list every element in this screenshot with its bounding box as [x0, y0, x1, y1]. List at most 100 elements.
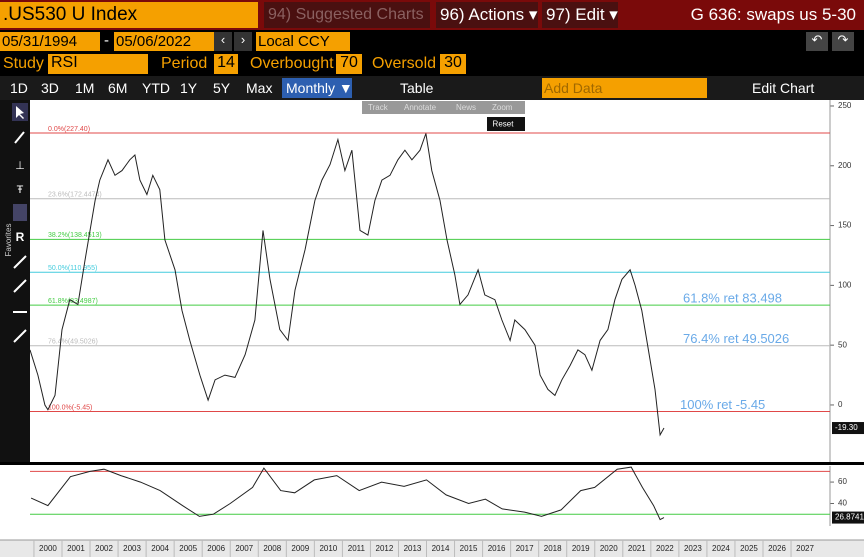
overbought-label: Overbought — [250, 55, 334, 72]
series-line — [30, 466, 665, 521]
period-button[interactable]: 1Y — [180, 80, 198, 96]
text-tool[interactable]: R — [16, 230, 25, 244]
y-tick-label: 50 — [838, 340, 847, 349]
last-value-box — [832, 422, 864, 435]
x-tick-label: 2016 — [488, 544, 506, 553]
fib-label: 23.6%(172.4474) — [48, 192, 102, 199]
suggested-charts[interactable]: 94) Suggested Charts — [264, 2, 430, 28]
x-tick-label: 2007 — [235, 544, 253, 553]
x-tick-label: 2025 — [740, 544, 758, 553]
redo[interactable]: ↷ — [832, 32, 854, 51]
period-button[interactable]: 1D — [10, 80, 28, 96]
undo[interactable]: ↶ — [806, 32, 828, 51]
study-bar: Study RSI Period 14 Overbought 70 Overso… — [0, 52, 864, 76]
x-tick-label: 2026 — [768, 544, 786, 553]
last-value-box — [832, 511, 864, 524]
y-tick-label: 150 — [838, 221, 852, 230]
x-tick-label: 2012 — [376, 544, 394, 553]
annotation: 76.4% ret 49.5026 — [683, 331, 789, 346]
fib-label: 76.4%(49.5026) — [48, 339, 98, 346]
fib-label: 38.2%(138.4513) — [48, 232, 102, 239]
period-button[interactable]: Max — [246, 80, 273, 96]
line-tool[interactable] — [14, 131, 25, 144]
fib-label: 50.0%(110.955) — [48, 265, 97, 272]
edit-chart[interactable]: Edit Chart — [752, 80, 815, 96]
x-tick-label: 2009 — [291, 544, 309, 553]
x-tick-label: 2011 — [348, 544, 366, 553]
y-tick-label: 40 — [838, 499, 847, 508]
annotation: 61.8% ret 83.498 — [683, 291, 782, 306]
chart-tool[interactable]: Zoom — [492, 103, 513, 112]
period-button[interactable]: 5Y — [213, 80, 231, 96]
series-line — [30, 133, 665, 437]
fib-tool-3[interactable] — [13, 204, 27, 221]
period-button[interactable]: YTD — [142, 80, 170, 96]
x-tick-label: 2019 — [572, 544, 590, 553]
y-tick-label: 60 — [838, 477, 847, 486]
last-value-label: 26.8741 — [835, 513, 864, 522]
x-tick-label: 2020 — [600, 544, 618, 553]
x-tick-label: 2021 — [628, 544, 646, 553]
fib-label: 100.0%(-5.45) — [48, 404, 92, 411]
x-tick-label: 2001 — [67, 544, 85, 553]
chart-bg — [0, 100, 864, 557]
overbought-value[interactable]: 70 — [336, 54, 362, 74]
y-tick-label: 100 — [838, 280, 852, 289]
fib-tool[interactable]: ⊥ — [15, 160, 25, 172]
next-button[interactable]: › — [234, 32, 252, 51]
x-tick-label: 2014 — [432, 544, 450, 553]
draw-tools[interactable] — [13, 255, 27, 343]
x-tick-label: 2005 — [179, 544, 197, 553]
x-axis-bg — [0, 540, 864, 557]
actions-menu[interactable]: 96) Actions ▾ — [436, 2, 538, 28]
y-tick-label: 250 — [838, 101, 852, 110]
end-date[interactable]: 05/06/2022 — [114, 32, 214, 51]
x-tick-label: 2024 — [712, 544, 730, 553]
period-value[interactable]: 14 — [214, 54, 238, 74]
x-tick-label: 2002 — [95, 544, 113, 553]
currency[interactable]: Local CCY — [256, 32, 350, 51]
period-button[interactable]: 1M — [75, 80, 95, 96]
edit-menu[interactable]: 97) Edit ▾ — [542, 2, 618, 28]
period-button[interactable]: 6M — [108, 80, 128, 96]
oversold-value[interactable]: 30 — [440, 54, 466, 74]
period-button[interactable]: 3D — [41, 80, 59, 96]
y-tick-label: 200 — [838, 161, 852, 170]
study-name[interactable]: RSI — [48, 54, 148, 74]
pointer-icon — [16, 106, 24, 119]
ticker[interactable]: .US530 U Index — [0, 2, 258, 28]
x-tick-label: 2017 — [516, 544, 534, 553]
x-tick-label: 2004 — [151, 544, 169, 553]
x-tick-label: 2027 — [796, 544, 814, 553]
chart-tool[interactable]: Annotate — [404, 103, 437, 112]
x-tick-label: 2023 — [684, 544, 702, 553]
add-data[interactable]: Add Data — [542, 78, 707, 98]
table-button[interactable]: Table — [400, 80, 434, 96]
sidebar-label: Favorites — [4, 224, 13, 257]
prev-button[interactable]: ‹ — [214, 32, 232, 51]
period-label: Period — [161, 55, 208, 72]
start-date[interactable]: 05/31/1994 — [0, 32, 100, 51]
x-tick-label: 2000 — [39, 544, 57, 553]
x-tick-label: 2006 — [207, 544, 225, 553]
fib-tool-2[interactable]: Ŧ — [17, 184, 24, 196]
annotation: 100% ret -5.45 — [680, 397, 765, 412]
title-bar: .US530 U Index 94) Suggested Charts 96) … — [0, 0, 864, 30]
range-bar: 05/31/1994 - 05/06/2022 ‹ › Local CCY ↶ … — [0, 30, 864, 52]
x-tick-label: 2015 — [460, 544, 478, 553]
fib-label: 0.0%(227.40) — [48, 126, 90, 133]
reset-label[interactable]: Reset — [493, 120, 515, 129]
function-title: G 636: swaps us 5-30 — [690, 5, 856, 24]
x-tick-label: 2013 — [404, 544, 422, 553]
study-label: Study — [3, 55, 44, 72]
last-value-label: -19.30 — [835, 423, 858, 432]
x-tick-label: 2018 — [544, 544, 562, 553]
chart-tool[interactable]: Track — [368, 103, 389, 112]
chart-tool[interactable]: News — [456, 103, 476, 112]
x-tick-label: 2003 — [123, 544, 141, 553]
frequency[interactable]: Monthly ▼ — [282, 78, 353, 98]
reset-button[interactable] — [487, 117, 525, 131]
oversold-label: Oversold — [372, 55, 437, 72]
y-tick-label: 0 — [838, 400, 843, 409]
